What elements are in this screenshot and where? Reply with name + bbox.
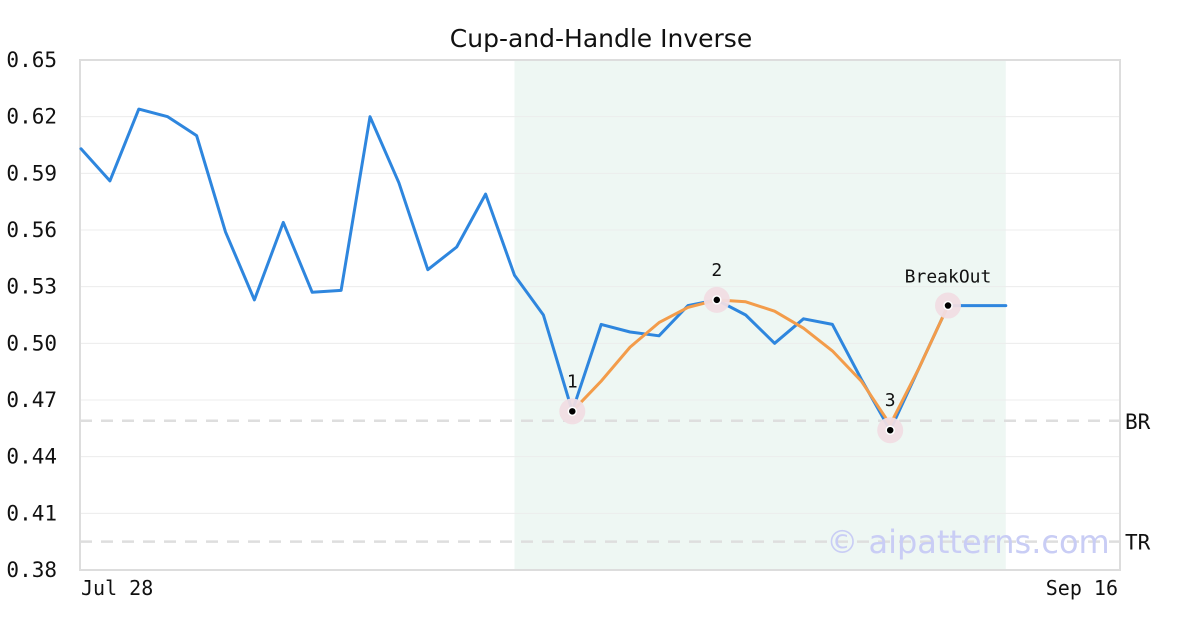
y-tick-label: 0.59 xyxy=(6,161,57,185)
point-marker xyxy=(712,295,722,305)
point-marker xyxy=(567,406,578,417)
shaded-region-layer xyxy=(514,60,1006,570)
x-tick-label: Jul 28 xyxy=(81,576,153,600)
reference-line-label: TR xyxy=(1125,531,1151,555)
y-tick-label: 0.50 xyxy=(6,331,57,355)
series-line-0 xyxy=(79,107,1008,432)
point-marker xyxy=(943,300,953,311)
y-axis-ticks: 0.65 0.62 0.59 0.56 0.53 0.50 0.47 0.44 0.41 0.38 xyxy=(6,48,57,582)
pattern-points: 1 2 3 BreakOut xyxy=(559,260,992,444)
point-label: BreakOut xyxy=(905,267,992,288)
point-label: 2 xyxy=(711,260,722,281)
y-tick-label: 0.62 xyxy=(6,105,57,129)
y-tick-label: 0.38 xyxy=(6,558,57,582)
y-tick-label: 0.41 xyxy=(6,501,57,525)
y-tick-label: 0.44 xyxy=(6,445,57,469)
shaded-region xyxy=(514,60,1006,570)
point-label: 1 xyxy=(567,371,578,392)
reference-line-label: BR xyxy=(1125,410,1151,434)
y-tick-label: 0.56 xyxy=(6,218,57,242)
series-line-1 xyxy=(570,298,950,427)
chart-title: Cup-and-Handle Inverse xyxy=(450,24,752,53)
point-marker xyxy=(885,425,895,435)
series-layer xyxy=(79,107,1008,432)
x-axis-ticks: Jul 28 Sep 16 xyxy=(81,576,1118,600)
watermark: © aipatterns.com xyxy=(826,523,1109,561)
y-tick-label: 0.47 xyxy=(6,388,57,412)
y-tick-label: 0.65 xyxy=(6,48,57,72)
plot-frame xyxy=(79,59,1121,571)
horizontal-lines xyxy=(80,419,1120,543)
point-label: 3 xyxy=(885,390,896,411)
y-tick-label: 0.53 xyxy=(6,275,57,299)
x-tick-label: Sep 16 xyxy=(1046,576,1118,600)
